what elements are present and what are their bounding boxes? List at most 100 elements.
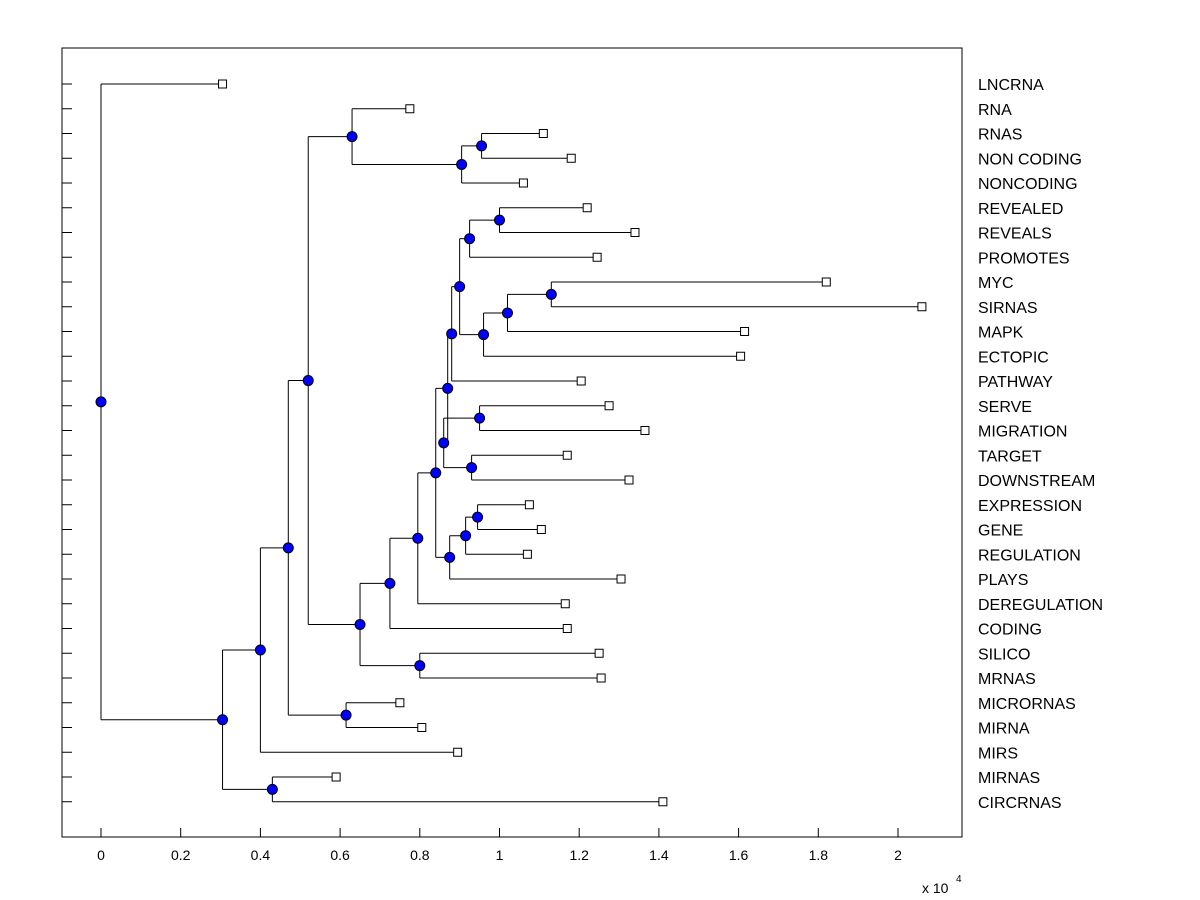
leaf-marker-23 [594,648,604,658]
merge-node-n23 [302,375,314,387]
x-tick-label-1: 0.2 [171,847,191,863]
leaf-marker-16 [624,475,634,485]
leaf-label-25: MICRORNAS [978,696,1076,713]
merge-node-n16 [460,530,472,542]
leaf-marker-22 [562,624,572,633]
leaf-label-19: REGULATION [978,547,1081,564]
leaf-label-18: GENE [978,523,1023,540]
x-multiplier-exponent: 4 [956,874,962,885]
merge-node-n14 [442,382,454,394]
leaf-label-8: MYC [978,275,1014,292]
leaf-marker-13 [604,401,614,411]
merge-node-n20 [384,577,396,589]
leaf-label-11: ECTOPIC [978,349,1049,366]
leaf-marker-12 [576,376,586,386]
plot-frame [61,47,963,838]
x-tick-label-6: 1.2 [569,847,589,863]
leaf-marker-28 [331,772,341,782]
merge-node-n29 [95,396,107,408]
leaf-label-28: MIRNAS [978,770,1040,787]
leaf-label-2: RNAS [978,127,1022,144]
leaf-marker-3 [566,153,576,163]
leaf-marker-7 [592,252,602,262]
leaf-label-17: EXPRESSION [978,498,1082,515]
merge-node-n13 [438,437,450,449]
merge-node-n4 [494,214,505,226]
leaf-label-0: LNCRNA [978,77,1044,94]
leaf-label-27: MIRS [978,745,1018,762]
leaf-marker-26 [417,723,427,732]
x-tick-label-10: 2 [894,847,902,863]
leaf-label-21: DEREGULATION [978,597,1103,614]
merge-node-n10 [446,328,458,340]
leaf-marker-4 [518,178,528,188]
leaf-marker-6 [630,228,640,237]
merge-node-n2 [456,158,468,170]
leaf-marker-20 [616,574,626,584]
leaf-marker-5 [582,203,592,213]
merge-node-n27 [266,783,278,795]
merge-node-n21 [414,660,426,672]
leaf-marker-2 [538,129,548,138]
leaf-marker-14 [640,426,650,435]
leaf-label-3: NON CODING [978,151,1082,168]
x-tick-label-2: 0.4 [251,847,271,863]
leaf-marker-10 [740,327,750,336]
leaf-marker-29 [658,797,668,807]
leaf-label-26: MIRNA [978,721,1030,738]
x-multiplier-label: x 10 [922,880,949,896]
leaf-marker-21 [560,599,570,609]
leaf-marker-0 [218,79,228,89]
merge-node-n26 [254,644,266,656]
x-tick-label-0: 0 [97,847,105,863]
merge-node-n15 [472,511,484,523]
leaf-marker-17 [524,500,534,510]
leaf-marker-15 [562,450,572,460]
merge-node-n9 [454,281,466,293]
leaf-marker-25 [395,698,405,708]
x-tick-label-3: 0.6 [330,847,350,863]
merge-node-n12 [466,462,478,474]
leaf-label-23: SILICO [978,646,1030,663]
merge-node-n5 [464,233,476,245]
leaf-label-1: RNA [978,102,1012,119]
leaf-marker-19 [522,549,532,559]
leaf-label-15: TARGET [978,448,1042,465]
leaf-label-7: PROMOTES [978,250,1070,267]
leaf-marker-9 [917,302,927,312]
leaf-label-6: REVEALS [978,226,1052,243]
dendrogram-markers [95,79,927,807]
leaf-label-5: REVEALED [978,201,1063,218]
leaf-label-29: CIRCRNAS [978,795,1062,812]
merge-node-n11 [474,412,486,424]
merge-node-n1 [476,140,488,152]
merge-node-n28 [217,714,229,726]
merge-node-n7 [501,307,513,319]
leaf-marker-11 [736,351,746,361]
axis-ticks: 0 0.2 0.4 0.6 0.8 1 1.2 1.4 1.6 1.8 2 [62,83,902,863]
leaf-label-4: NONCODING [978,176,1078,193]
leaf-marker-27 [453,747,463,757]
merge-node-n19 [412,532,424,544]
merge-node-n18 [430,467,442,479]
x-tick-label-9: 1.8 [809,847,829,863]
merge-node-n24 [340,709,352,721]
x-tick-label-4: 0.8 [410,847,430,863]
merge-node-n8 [478,329,490,341]
leaf-label-14: MIGRATION [978,424,1067,441]
leaf-marker-1 [405,104,415,114]
leaf-labels: LNCRNA RNA RNAS NON CODING NONCODING REVEALED… [978,77,1103,812]
leaf-marker-18 [536,525,546,534]
merge-node-n25 [282,542,294,554]
merge-node-n3 [346,131,358,143]
merge-node-n6 [545,288,557,300]
leaf-label-10: MAPK [978,325,1024,342]
x-tick-label-7: 1.4 [649,847,669,863]
leaf-label-9: SIRNAS [978,300,1038,317]
merge-node-n22 [354,619,366,631]
leaf-marker-8 [821,277,831,287]
leaf-label-24: MRNAS [978,671,1036,688]
leaf-label-12: PATHWAY [978,374,1053,391]
